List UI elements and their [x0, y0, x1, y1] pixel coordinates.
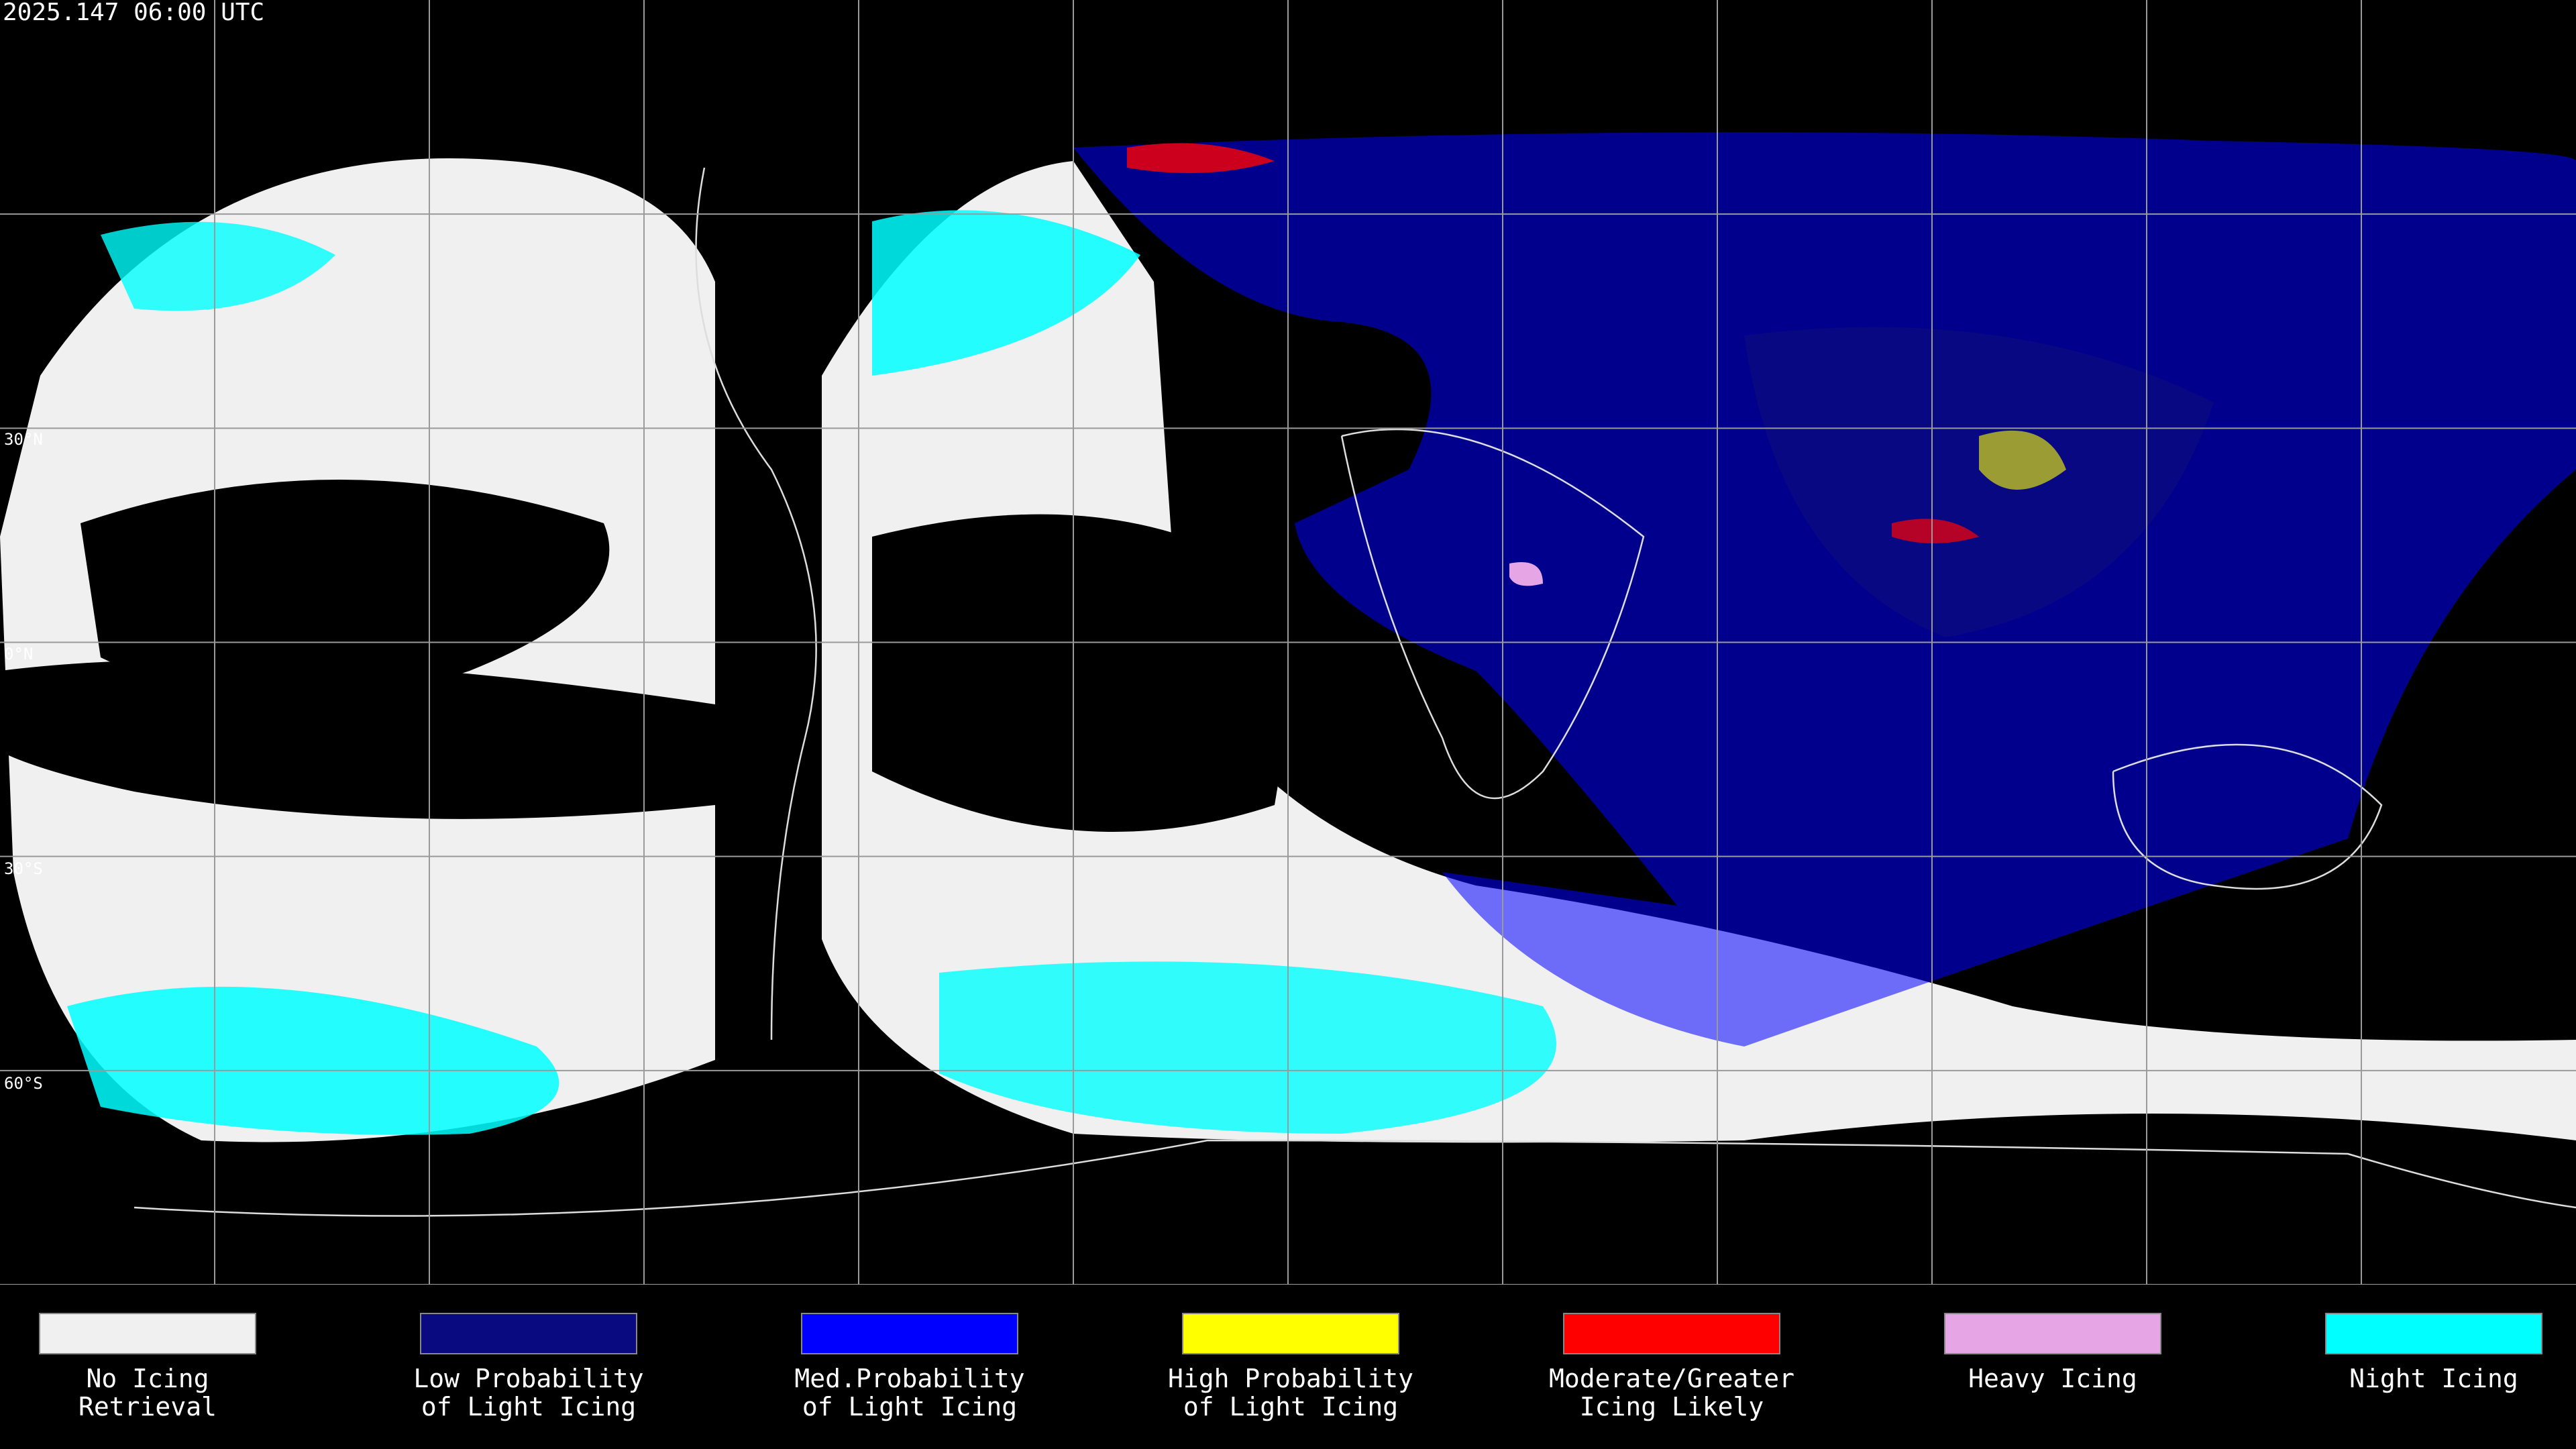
legend-swatch: [1182, 1313, 1399, 1354]
legend-swatch: [2325, 1313, 2542, 1354]
moderate-icing-area: [1127, 143, 1275, 173]
legend-label: of Light Icing: [802, 1392, 1017, 1421]
legend-swatch: [801, 1313, 1018, 1354]
latitude-label: 0°N: [4, 645, 33, 663]
night-icing-area: [939, 961, 1556, 1134]
clear-area: [0, 659, 715, 819]
legend-label: Heavy Icing: [1968, 1364, 2137, 1393]
legend-swatch: [39, 1313, 256, 1354]
legend-label: Night Icing: [2349, 1364, 2518, 1393]
legend-label: High Probability: [1168, 1364, 1413, 1393]
legend-label: of Light Icing: [421, 1392, 636, 1421]
coastline: [1340, 428, 1645, 800]
legend-label: Icing Likely: [1580, 1392, 1764, 1421]
legend-label: Moderate/Greater: [1549, 1364, 1794, 1393]
legend-label: of Light Icing: [1183, 1392, 1398, 1421]
moderate-icing-area: [1892, 519, 1979, 543]
legend-label: Retrieval: [78, 1392, 217, 1421]
high-probability-area: [1979, 430, 2066, 490]
legend-swatch: [420, 1313, 637, 1354]
coastlines: [133, 167, 2576, 1217]
med-probability-area: [1073, 132, 2576, 1047]
legend-label: Med.Probability: [794, 1364, 1024, 1393]
clear-area: [80, 480, 610, 702]
legend-background: [0, 1285, 2576, 1449]
legend-swatch: [1563, 1313, 1780, 1354]
coastline: [695, 167, 817, 1040]
legend-label: No Icing: [86, 1364, 209, 1393]
low-probability-area: [1744, 327, 2214, 637]
no-icing-area: [822, 161, 2576, 1143]
night-icing-area: [67, 986, 559, 1135]
latitude-label: 30°S: [4, 859, 43, 878]
coastline: [2112, 743, 2383, 890]
legend-label: Low Probability: [413, 1364, 643, 1393]
legend-swatch: [1944, 1313, 2161, 1354]
cloud-field: [0, 132, 2576, 1143]
latitude-label: 60°S: [4, 1074, 43, 1093]
latitude-label: 30°N: [4, 430, 43, 449]
heavy-icing-area: [1509, 562, 1543, 586]
clear-area: [872, 514, 1308, 832]
coastline: [133, 1139, 2576, 1217]
night-icing-area: [101, 221, 335, 311]
timestamp: 2025.147 06:00 UTC: [3, 0, 264, 26]
